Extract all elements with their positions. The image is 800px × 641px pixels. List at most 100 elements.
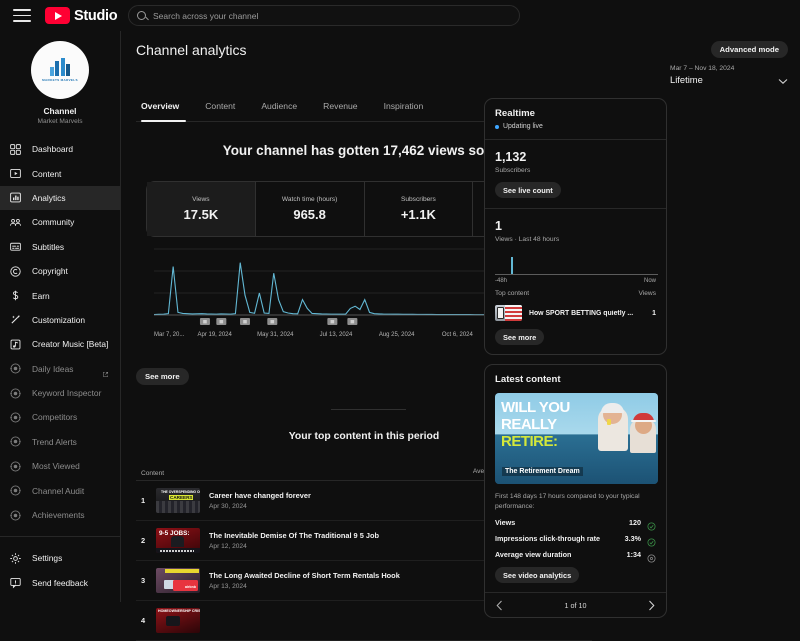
chart-marker-inner <box>203 320 207 324</box>
sidebar-item-earn[interactable]: Earn <box>0 283 120 307</box>
latest-stat-value: 1:34 <box>626 550 641 560</box>
sidebar-item-label: Trend Alerts <box>32 436 77 447</box>
channel-avatar-bar-chart-logo: MARKETS MARVELS <box>31 41 89 99</box>
section-divider <box>331 409 406 410</box>
thumbnail-line-3: RETIRE: <box>501 433 558 450</box>
nine-to-five-jobs-thumbnail: 9-5 JOBS: <box>156 528 200 553</box>
dollar-sign-icon <box>9 289 22 302</box>
sidebar-item-send-feedback[interactable]: Send feedback <box>0 571 120 595</box>
x-axis-tick: Mar 7, 20... <box>154 332 185 338</box>
overview-card: Your channel has gotten 17,462 views so … <box>136 129 592 401</box>
tab-content[interactable]: Content <box>205 101 236 111</box>
sidebar: MARKETS MARVELS Channel Market Marvels D… <box>0 31 121 602</box>
search-input[interactable]: Search across your channel <box>128 5 520 26</box>
chevron-right-icon[interactable] <box>647 600 656 611</box>
realtime-panel: Realtime Updating live 1,132 Subscribers… <box>484 98 667 355</box>
sidebar-item-creator-music-beta[interactable]: Creator Music [Beta] <box>0 332 120 356</box>
divider <box>485 139 666 140</box>
advanced-mode-button[interactable]: Advanced mode <box>710 41 788 58</box>
sidebar-item-channel-audit[interactable]: Channel Audit <box>0 478 120 502</box>
latest-stat-row: Impressions click-through rate 3.3% <box>495 534 656 547</box>
sidebar-item-competitors[interactable]: Competitors <box>0 405 120 429</box>
realtime-subscribers-value: 1,132 <box>495 150 527 164</box>
realtime-views-value: 1 <box>495 219 502 233</box>
sidebar-item-label: Creator Music [Beta] <box>32 339 109 350</box>
realtime-axis <box>495 274 658 275</box>
tab-inspiration[interactable]: Inspiration <box>383 101 424 111</box>
sidebar-item-trend-alerts[interactable]: Trend Alerts <box>0 430 120 454</box>
latest-content-title: Latest content <box>495 374 561 385</box>
sidebar-item-content[interactable]: Content <box>0 161 120 185</box>
see-live-count-button[interactable]: See live count <box>495 182 561 198</box>
tab-overview[interactable]: Overview <box>141 101 180 111</box>
sidebar-item-copyright[interactable]: Copyright <box>0 259 120 283</box>
sidebar-item-settings[interactable]: Settings <box>0 546 120 570</box>
realtime-see-more-button[interactable]: See more <box>495 329 545 345</box>
row-rank: 2 <box>140 536 146 545</box>
tab-revenue[interactable]: Revenue <box>323 101 358 111</box>
date-range-selector[interactable]: Mar 7 – Nov 18, 2024 Lifetime <box>670 65 788 85</box>
sidebar-item-daily-ideas[interactable]: Daily Ideas <box>0 357 120 381</box>
check-circle-green-icon <box>647 518 656 531</box>
sidebar-item-achievements[interactable]: Achievements <box>0 503 120 527</box>
x-axis-tick: May 31, 2024 <box>257 332 294 338</box>
sidebar-item-most-viewed[interactable]: Most Viewed <box>0 454 120 478</box>
sidebar-item-label: Content <box>32 168 62 179</box>
studio-logo[interactable]: Studio <box>45 7 118 24</box>
content-play-box-icon <box>9 167 22 180</box>
latest-content-panel: Latest content WILL YOU REALLY RETIRE: T… <box>484 364 667 619</box>
sidebar-item-customization[interactable]: Customization <box>0 308 120 332</box>
sidebar-item-label: Most Viewed <box>32 461 80 472</box>
page-title: Channel analytics <box>136 42 247 58</box>
channel-block[interactable]: MARKETS MARVELS Channel Market Marvels <box>0 31 120 125</box>
subtitles-icon <box>9 240 22 253</box>
sidebar-item-keyword-inspector[interactable]: Keyword Inspector <box>0 381 120 405</box>
x-axis-tick: Apr 19, 2024 <box>197 332 232 338</box>
sidebar-item-dashboard[interactable]: Dashboard <box>0 137 120 161</box>
metric-card-watch-time-hours[interactable]: Watch time (hours) 965.8 <box>254 182 364 236</box>
sport-betting-thumbnail <box>495 305 522 321</box>
sidebar-item-label: Keyword Inspector <box>32 388 102 399</box>
realtime-top-item-title: How SPORT BETTING quietly ... <box>529 309 634 317</box>
table-row[interactable]: 2 9-5 JOBS: The Inevitable Demise Of The T… <box>136 521 592 561</box>
retirement-video-thumbnail[interactable]: WILL YOU REALLY RETIRE: The Retirement D… <box>495 393 658 484</box>
date-range-sub: Mar 7 – Nov 18, 2024 <box>670 65 735 72</box>
studio-logo-text: Studio <box>74 7 118 24</box>
top-content-title: Your top content in this period <box>288 431 440 442</box>
sidebar-item-label: Daily Ideas <box>32 363 74 374</box>
thumbnail-line-2: REALLY <box>501 416 557 433</box>
see-video-analytics-button[interactable]: See video analytics <box>495 567 580 584</box>
chart-see-more-button[interactable]: See more <box>136 368 189 385</box>
latest-content-stats: Views 120 Impressions click-through rate 3.… <box>495 518 656 563</box>
chart-marker-inner <box>350 320 355 324</box>
sidebar-item-community[interactable]: Community <box>0 210 120 234</box>
live-dot-icon <box>495 124 499 129</box>
sidebar-item-subtitles[interactable]: Subtitles <box>0 235 120 259</box>
sidebar-item-analytics[interactable]: Analytics <box>0 185 120 211</box>
tab-audience[interactable]: Audience <box>261 101 298 111</box>
copyright-icon <box>9 265 22 278</box>
realtime-subscribers-label: Subscribers <box>495 167 531 174</box>
chevron-down-icon <box>778 79 788 84</box>
hamburger-icon[interactable] <box>13 9 31 22</box>
realtime-bar-chart: -48h Now <box>495 251 658 284</box>
x-axis-tick: Jul 13, 2024 <box>320 332 353 338</box>
latest-stat-name: Impressions click-through rate <box>495 534 601 544</box>
search-icon <box>137 11 146 20</box>
latest-stat-name: Average view duration <box>495 550 572 560</box>
realtime-top-item[interactable]: How SPORT BETTING quietly ... 1 <box>495 305 656 321</box>
overview-headline: Your channel has gotten 17,462 views so … <box>222 143 506 158</box>
chevron-left-icon[interactable] <box>495 600 504 611</box>
gear-icon <box>9 552 22 565</box>
sidebar-nav: Dashboard Content Analytics Community Subtit… <box>0 137 120 527</box>
metric-card-subscribers[interactable]: Subscribers +1.1K <box>363 182 473 236</box>
row-meta: The Long Awaited Decline of Short Term R… <box>209 571 461 590</box>
latest-stat-name: Views <box>495 518 516 528</box>
metric-label: Watch time (hours) <box>281 196 338 203</box>
chart-marker-inner <box>219 320 224 324</box>
realtime-axis-left-label: -48h <box>495 278 508 284</box>
chart-marker-inner <box>243 320 247 324</box>
row-video-title: The Inevitable Demise Of The Traditional… <box>209 531 380 540</box>
community-people-icon <box>9 216 22 229</box>
metric-card-views[interactable]: Views 17.5K <box>147 182 255 236</box>
